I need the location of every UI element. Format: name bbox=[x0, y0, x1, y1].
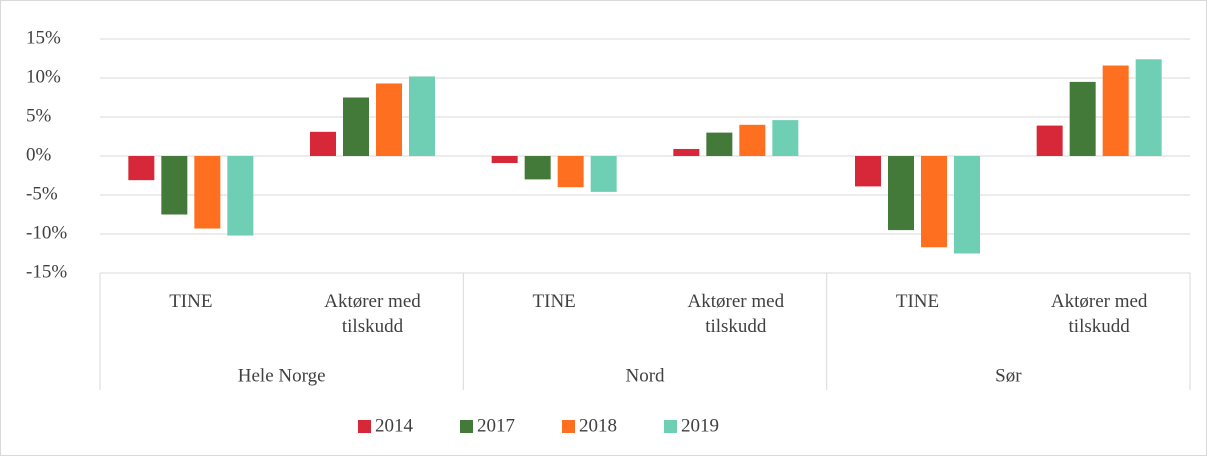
legend-swatch bbox=[562, 420, 575, 433]
bar bbox=[310, 131, 336, 156]
x-tick-label: Aktører med tilskudd bbox=[687, 291, 785, 337]
bar bbox=[888, 156, 914, 231]
bar bbox=[343, 97, 369, 156]
y-tick-label: 0% bbox=[26, 144, 52, 165]
legend-label: 2017 bbox=[477, 415, 515, 436]
y-tick-label: -15% bbox=[26, 261, 67, 282]
legend-label: 2019 bbox=[681, 415, 719, 436]
legend-label: 2018 bbox=[579, 415, 617, 436]
bar bbox=[161, 156, 188, 215]
bar bbox=[673, 148, 700, 156]
group-label: Sør bbox=[995, 365, 1022, 386]
y-tick-label: 15% bbox=[26, 27, 61, 48]
bar bbox=[855, 156, 881, 187]
bar bbox=[590, 156, 617, 192]
bar bbox=[1036, 125, 1063, 156]
x-tick-label: TINE bbox=[532, 291, 576, 312]
y-tick-label: 10% bbox=[26, 66, 61, 87]
bar bbox=[524, 156, 551, 180]
bar bbox=[227, 156, 254, 236]
bar bbox=[739, 124, 766, 156]
legend-label: 2014 bbox=[375, 415, 414, 436]
bar bbox=[921, 156, 947, 248]
y-tick-label: -10% bbox=[26, 222, 67, 243]
legend-swatch bbox=[460, 420, 473, 433]
bar bbox=[1102, 65, 1129, 156]
bar bbox=[491, 156, 518, 164]
bar bbox=[1135, 59, 1162, 156]
bar bbox=[376, 83, 402, 156]
bar bbox=[557, 156, 584, 188]
group-label: Hele Norge bbox=[238, 365, 326, 386]
bar bbox=[194, 156, 221, 229]
x-tick-label: TINE bbox=[169, 291, 213, 312]
x-tick-label: Aktører med tilskudd bbox=[1050, 291, 1148, 337]
y-tick-label: 5% bbox=[26, 105, 52, 126]
group-label: Nord bbox=[625, 365, 665, 386]
legend-swatch bbox=[358, 420, 371, 433]
bar bbox=[772, 120, 799, 156]
bar bbox=[1069, 81, 1096, 156]
bar bbox=[954, 156, 980, 254]
x-tick-label: Aktører med tilskudd bbox=[324, 291, 421, 337]
bar bbox=[409, 76, 435, 156]
bar bbox=[128, 156, 155, 181]
legend-swatch bbox=[664, 420, 677, 433]
y-tick-label: -5% bbox=[26, 183, 58, 204]
x-tick-label: TINE bbox=[895, 291, 940, 312]
bar bbox=[706, 132, 733, 156]
